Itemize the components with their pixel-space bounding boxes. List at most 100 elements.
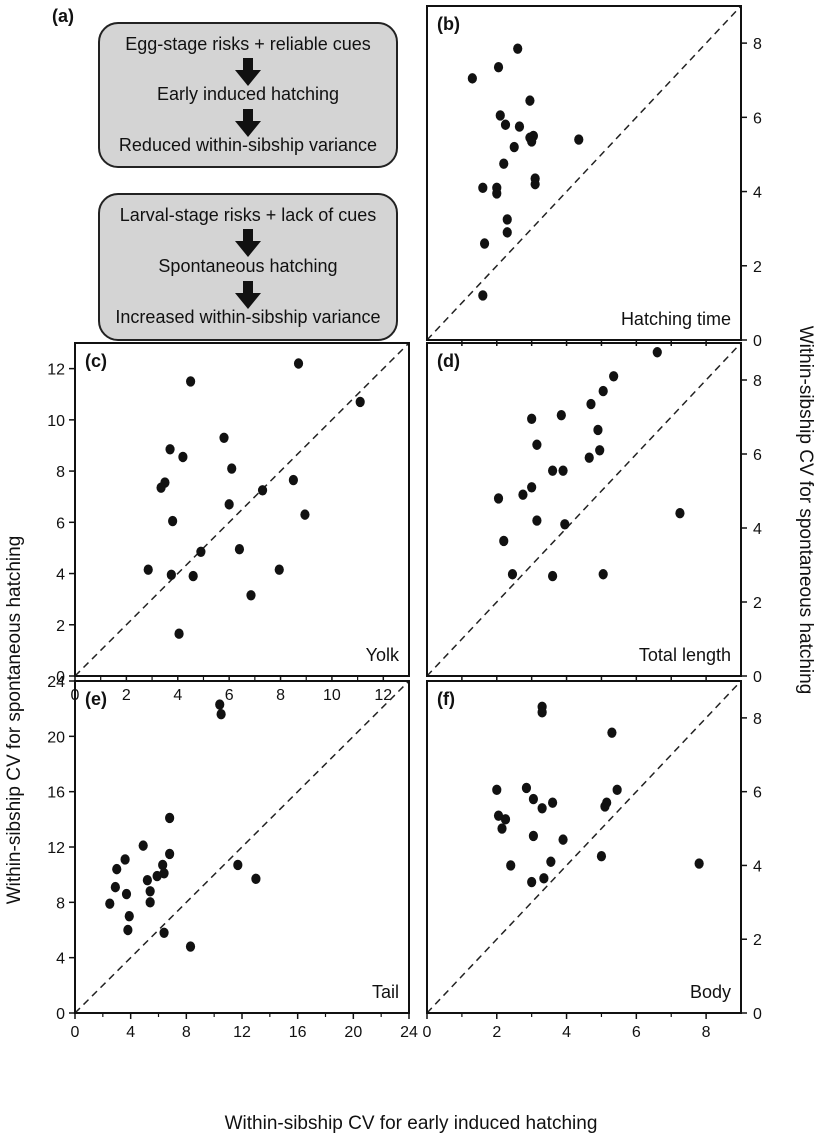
data-point xyxy=(224,499,234,510)
data-point xyxy=(165,812,175,824)
data-point xyxy=(493,810,504,821)
down-arrow-icon xyxy=(235,229,261,257)
panel-title: Yolk xyxy=(366,645,400,665)
y-tick-label: 4 xyxy=(56,951,65,968)
plot-frame xyxy=(426,680,742,1014)
y-tick-label: 0 xyxy=(753,333,762,350)
data-point xyxy=(219,432,229,443)
data-point xyxy=(527,482,537,493)
x-tick-label: 8 xyxy=(276,687,285,704)
y-tick-label: 0 xyxy=(56,669,65,686)
data-point xyxy=(467,73,477,84)
identity-line xyxy=(426,342,742,677)
data-point xyxy=(493,493,504,504)
data-point xyxy=(142,875,152,886)
down-arrow-icon xyxy=(235,109,261,137)
data-point xyxy=(600,801,610,812)
panel-label: (c) xyxy=(85,351,107,371)
x-axis-label: Within-sibship CV for early induced hatc… xyxy=(225,1113,598,1134)
data-point xyxy=(186,376,196,387)
x-tick-label: 24 xyxy=(400,1024,418,1041)
x-tick-label: 4 xyxy=(173,687,182,704)
data-point xyxy=(598,385,608,397)
data-point xyxy=(112,863,122,875)
y-tick-label: 2 xyxy=(56,618,65,635)
data-point xyxy=(251,873,261,885)
data-point xyxy=(694,858,704,869)
plot-frame xyxy=(426,5,742,341)
data-point xyxy=(493,62,504,73)
x-tick-label: 0 xyxy=(423,1024,432,1041)
y-tick-label: 20 xyxy=(47,729,65,746)
identity-line xyxy=(74,342,410,677)
y-tick-label: 2 xyxy=(753,932,762,949)
data-point xyxy=(528,830,539,842)
y-tick-label: 8 xyxy=(753,711,762,728)
y-axis-label-left: Within-sibship CV for spontaneous hatchi… xyxy=(4,536,25,905)
plot-frame xyxy=(74,342,410,677)
data-point xyxy=(233,859,243,871)
y-tick-label: 0 xyxy=(753,669,762,686)
data-point xyxy=(584,452,594,463)
data-point xyxy=(598,569,608,580)
data-point xyxy=(246,590,256,601)
data-point xyxy=(514,121,525,132)
y-tick-label: 6 xyxy=(753,785,762,802)
data-point xyxy=(158,859,168,871)
data-point xyxy=(479,238,490,249)
x-tick-label: 12 xyxy=(233,1024,251,1041)
data-point xyxy=(530,178,540,190)
down-arrow-icon xyxy=(235,58,261,86)
x-tick-label: 6 xyxy=(632,1024,641,1041)
data-point xyxy=(355,396,365,408)
x-tick-label: 2 xyxy=(492,1024,501,1041)
data-point xyxy=(257,485,268,496)
y-tick-label: 8 xyxy=(56,464,65,481)
data-point xyxy=(595,445,605,456)
data-point xyxy=(478,290,488,301)
flow-box-larval-stage: Larval-stage risks + lack of cues Sponta… xyxy=(98,193,398,341)
y-tick-label: 2 xyxy=(753,595,762,612)
data-point xyxy=(215,699,225,710)
panel-label-a: (a) xyxy=(52,6,74,26)
panel-label: (b) xyxy=(437,14,460,34)
panel-title: Tail xyxy=(372,982,399,1002)
data-point xyxy=(556,409,566,421)
data-point xyxy=(560,519,570,530)
data-point xyxy=(500,814,511,825)
x-tick-label: 4 xyxy=(562,1024,571,1041)
data-point xyxy=(159,927,169,938)
data-point xyxy=(546,856,556,867)
data-point xyxy=(574,134,584,145)
x-tick-label: 12 xyxy=(374,687,392,704)
data-point xyxy=(502,227,512,238)
data-point xyxy=(499,535,509,547)
data-point xyxy=(138,840,148,851)
data-point xyxy=(527,413,537,425)
data-point xyxy=(548,797,558,808)
plot-frame xyxy=(426,342,742,677)
y-axis-label-right: Within-sibship CV for spontaneous hatchi… xyxy=(795,326,816,695)
data-point xyxy=(166,569,176,581)
data-point xyxy=(499,158,509,169)
data-point xyxy=(495,110,505,121)
y-tick-label: 4 xyxy=(56,567,65,584)
data-point xyxy=(612,784,622,796)
data-point xyxy=(607,727,617,738)
identity-line xyxy=(426,5,742,341)
data-point xyxy=(152,870,162,882)
data-point xyxy=(124,910,134,922)
data-point xyxy=(174,628,184,639)
y-tick-label: 12 xyxy=(47,840,65,857)
data-point xyxy=(120,854,130,865)
data-point xyxy=(123,924,133,936)
data-point xyxy=(506,860,516,871)
y-tick-label: 10 xyxy=(47,413,65,430)
data-point xyxy=(532,439,542,450)
data-point xyxy=(178,451,188,463)
data-point xyxy=(509,141,519,153)
flow-box-egg-stage: Egg-stage risks + reliable cues Early in… xyxy=(98,22,398,168)
data-point xyxy=(156,482,166,493)
x-tick-label: 10 xyxy=(323,687,341,704)
x-tick-label: 2 xyxy=(122,687,131,704)
